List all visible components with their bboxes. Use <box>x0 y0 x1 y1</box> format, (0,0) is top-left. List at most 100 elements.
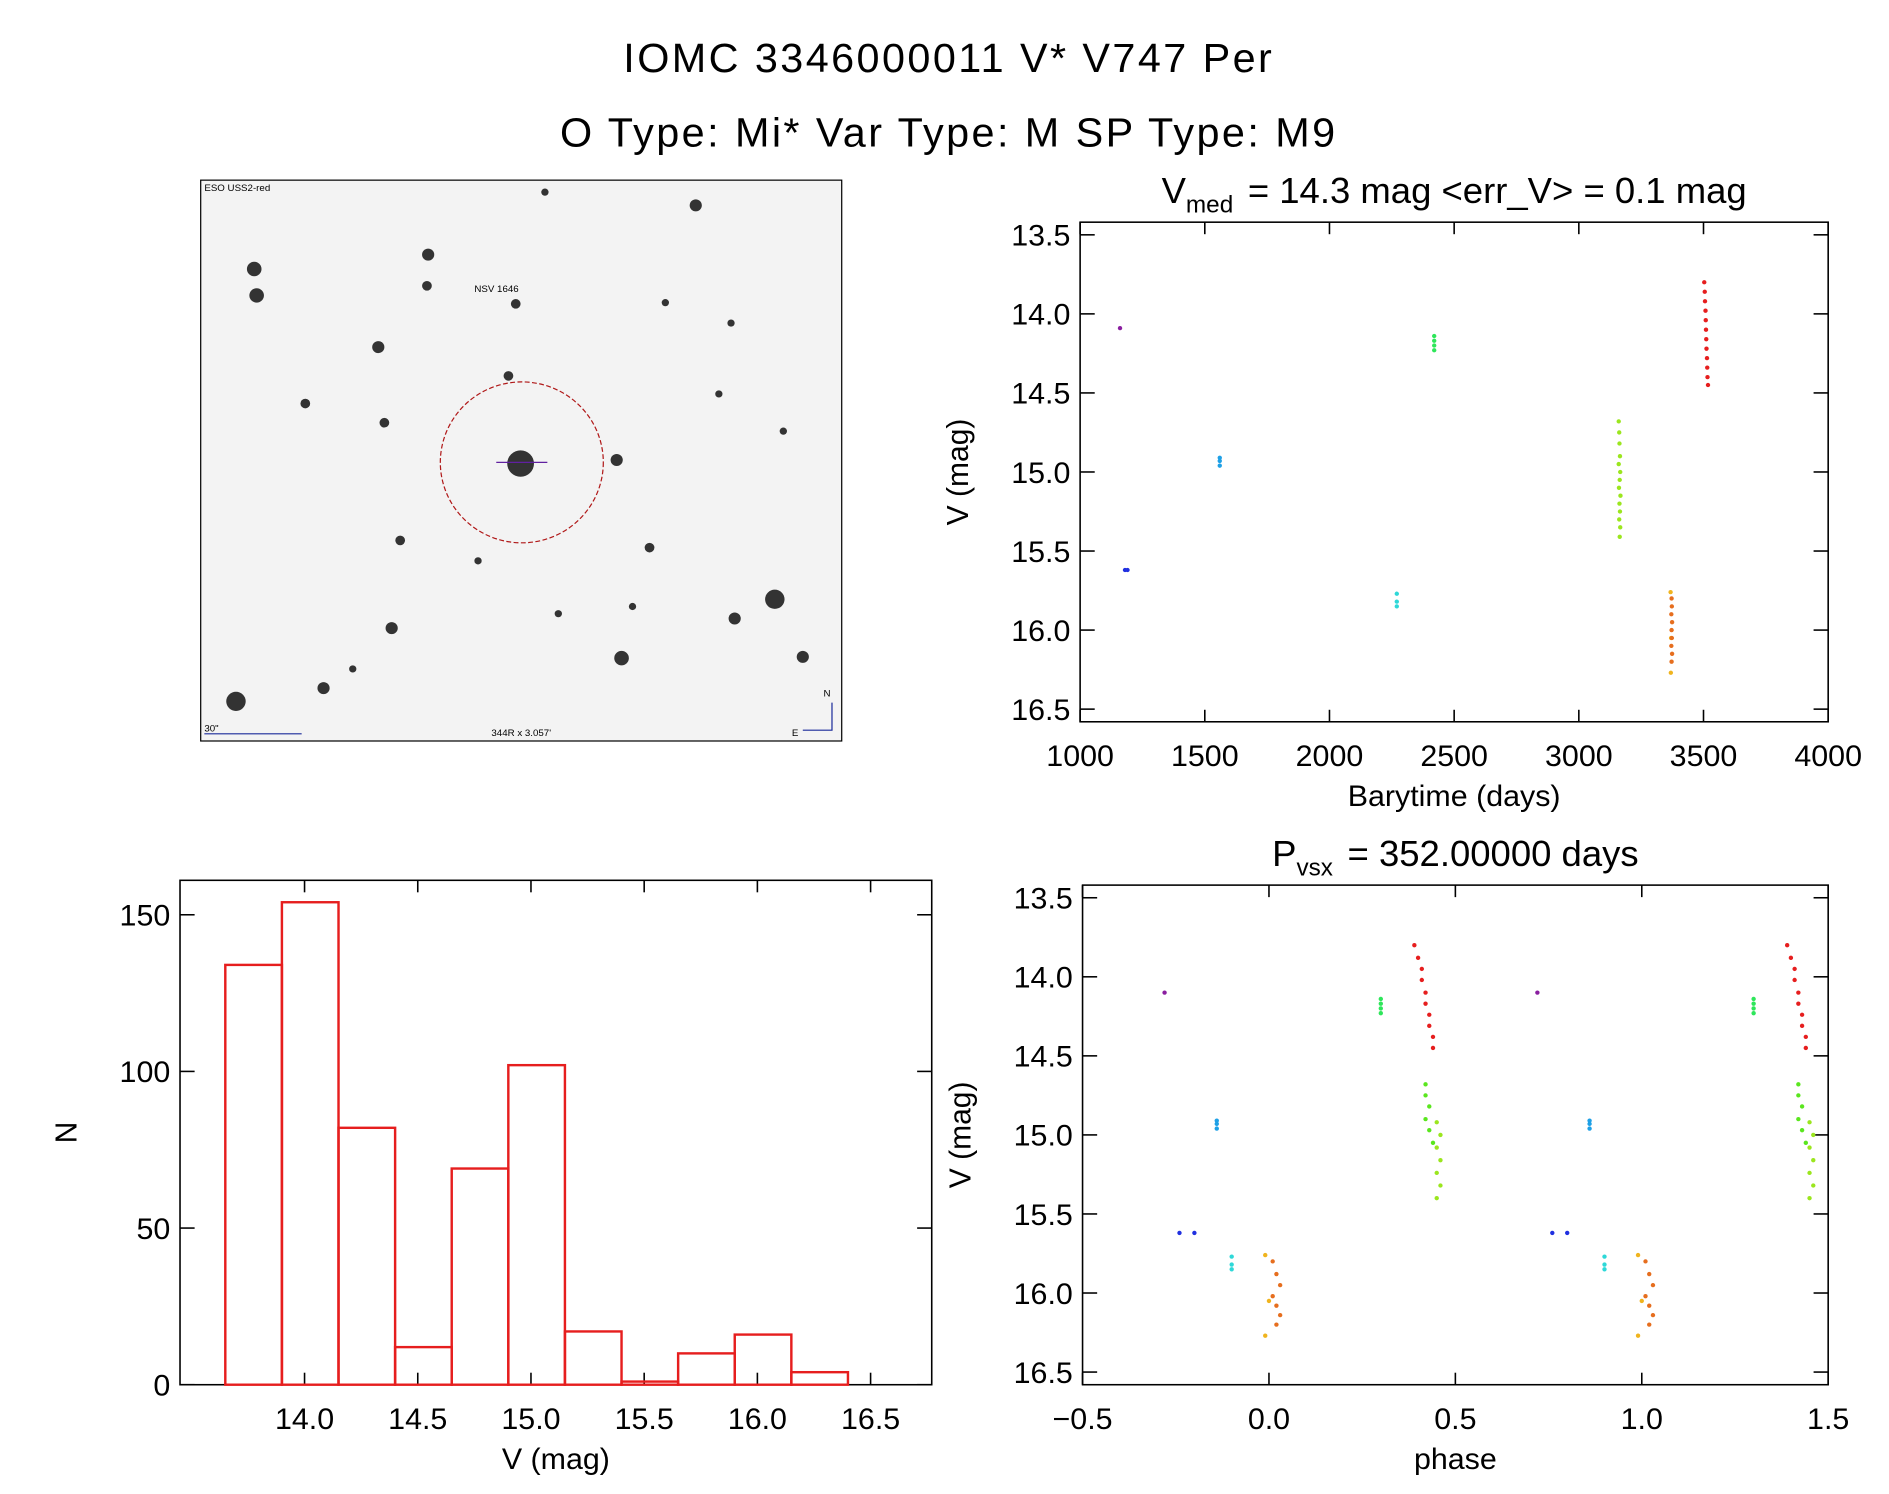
data-point <box>1378 1006 1383 1011</box>
histogram-bar <box>620 1380 680 1386</box>
data-point <box>1617 517 1622 522</box>
data-point <box>1587 1121 1592 1127</box>
x-tick-label: 1000 <box>1046 740 1114 773</box>
data-point <box>1811 1132 1816 1138</box>
data-point <box>1438 1183 1443 1188</box>
data-point <box>1807 1195 1812 1201</box>
data-point <box>1704 337 1709 342</box>
data-point <box>1702 280 1707 285</box>
x-tick-label: 0.0 <box>1248 1403 1290 1436</box>
y-tick-label: 0 <box>153 1370 170 1403</box>
plot-frame <box>179 879 933 1386</box>
data-point <box>1792 977 1797 983</box>
data-point <box>1617 509 1623 514</box>
plot-frame <box>1079 221 1829 723</box>
data-point <box>1751 996 1756 1002</box>
data-point <box>1423 1001 1428 1006</box>
data-point <box>1432 343 1437 348</box>
data-point <box>1378 1001 1383 1006</box>
data-point <box>1266 1298 1272 1304</box>
data-point <box>1617 477 1622 483</box>
data-point <box>1807 1145 1812 1150</box>
data-point <box>1650 1312 1656 1318</box>
data-point <box>1618 469 1623 475</box>
survey-label: ESO USS2-red <box>204 183 270 194</box>
data-point <box>1639 1298 1644 1304</box>
data-point <box>1274 1303 1279 1308</box>
x-axis-label: V (mag) <box>502 1443 610 1476</box>
data-point <box>1602 1262 1607 1267</box>
chart-title: Vmed = 14.3 mag <err_V> = 0.1 mag <box>1162 170 1747 218</box>
x-tick-label: 2500 <box>1420 740 1488 773</box>
data-point <box>1669 604 1675 609</box>
histogram-bar <box>733 1333 793 1386</box>
x-tick-label: 2000 <box>1296 740 1364 773</box>
data-point <box>1704 355 1710 361</box>
data-point <box>1751 1001 1756 1006</box>
data-point <box>1669 659 1674 664</box>
histogram-bar <box>676 1352 736 1386</box>
title-part: med <box>1186 192 1233 219</box>
title-part: = 352.00000 days <box>1348 833 1639 874</box>
data-point <box>1419 977 1425 983</box>
data-point <box>1438 1132 1443 1138</box>
data-point <box>1703 327 1709 332</box>
y-tick-label: 15.0 <box>1011 457 1070 490</box>
data-point <box>1796 1093 1801 1098</box>
title-part: P <box>1272 833 1296 874</box>
data-point <box>1784 943 1790 948</box>
data-point <box>1669 596 1674 601</box>
x-tick-label: 16.5 <box>841 1403 900 1436</box>
data-point <box>1796 990 1801 995</box>
data-point <box>1788 955 1794 960</box>
data-point <box>1378 1011 1383 1016</box>
histogram-bar <box>393 1345 453 1386</box>
data-point <box>1432 338 1437 343</box>
title-part: = 14.3 mag <err_V> = 0.1 mag <box>1248 170 1747 211</box>
data-point <box>1162 990 1167 995</box>
data-point <box>1229 1267 1234 1272</box>
data-point <box>1423 1093 1428 1098</box>
y-tick-label: 16.5 <box>1014 1357 1073 1390</box>
data-point <box>1214 1121 1219 1127</box>
y-tick-label: 13.5 <box>1011 220 1070 253</box>
y-axis-label: V (mag) <box>942 419 975 526</box>
data-point <box>1535 990 1540 995</box>
data-point <box>1705 365 1710 370</box>
title-part: V <box>1162 170 1187 211</box>
data-point <box>1705 374 1710 380</box>
data-point <box>1229 1254 1234 1259</box>
y-tick-label: 15.5 <box>1011 536 1070 569</box>
y-tick-label: 15.0 <box>1014 1120 1073 1153</box>
page-title: IOMC 3346000011 V* V747 Per <box>623 35 1274 81</box>
data-point <box>1412 943 1417 948</box>
x-tick-label: 15.5 <box>615 1403 674 1436</box>
data-point <box>1427 1012 1432 1017</box>
data-point <box>1432 333 1437 339</box>
data-point <box>1792 966 1797 972</box>
aperture-circle <box>439 381 604 544</box>
y-tick-label: 14.0 <box>1014 962 1073 995</box>
data-point <box>1616 419 1621 424</box>
data-point <box>1799 1128 1805 1133</box>
data-point <box>1811 1183 1816 1188</box>
compass <box>802 702 833 731</box>
data-point <box>1263 1252 1268 1258</box>
plot-frame <box>1081 884 1829 1386</box>
data-point <box>1647 1271 1652 1277</box>
data-point <box>1751 1006 1756 1011</box>
data-point <box>1647 1303 1652 1308</box>
data-point <box>1565 1230 1570 1236</box>
x-tick-label: 14.0 <box>275 1403 334 1436</box>
data-point <box>1192 1230 1197 1236</box>
y-axis-label: V (mag) <box>944 1082 977 1189</box>
data-point <box>1635 1333 1641 1338</box>
data-point <box>1427 1128 1432 1133</box>
data-point <box>1617 501 1622 506</box>
data-point <box>1229 1262 1234 1267</box>
data-point <box>1602 1254 1607 1259</box>
data-point <box>1438 1158 1443 1163</box>
data-point <box>1617 430 1622 435</box>
object-label: NSV 1646 <box>474 284 518 295</box>
data-point <box>1669 627 1674 633</box>
